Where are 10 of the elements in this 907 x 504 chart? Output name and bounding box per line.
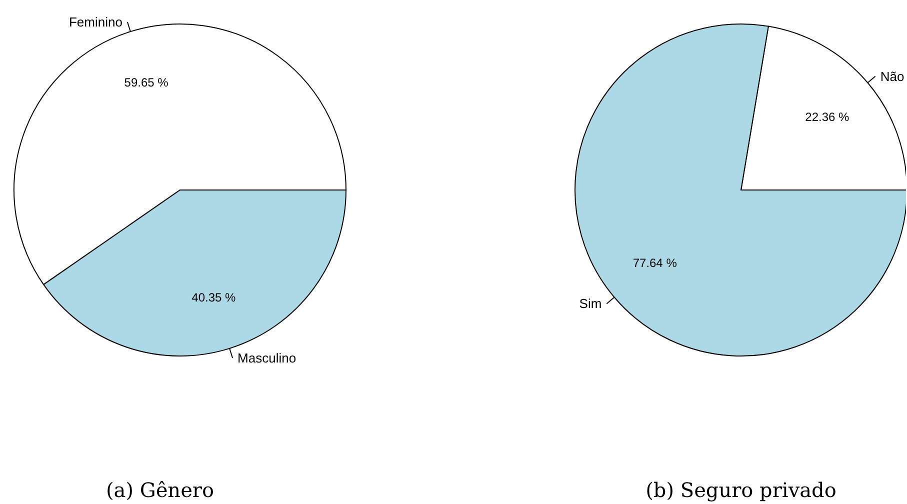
data-label: 40.35 %: [192, 290, 236, 305]
slice-label: Masculino: [238, 350, 296, 366]
data-label: 22.36 %: [805, 110, 850, 124]
data-label: 59.65 %: [124, 75, 169, 90]
text: (a) Gênero: [106, 478, 214, 502]
slice-label: Sim: [579, 296, 602, 312]
slice-label: Não: [880, 68, 904, 84]
slice-label: Feminino: [68, 14, 122, 30]
data-label: 77.64 %: [632, 256, 678, 270]
text: (b) Seguro privado: [646, 478, 836, 502]
